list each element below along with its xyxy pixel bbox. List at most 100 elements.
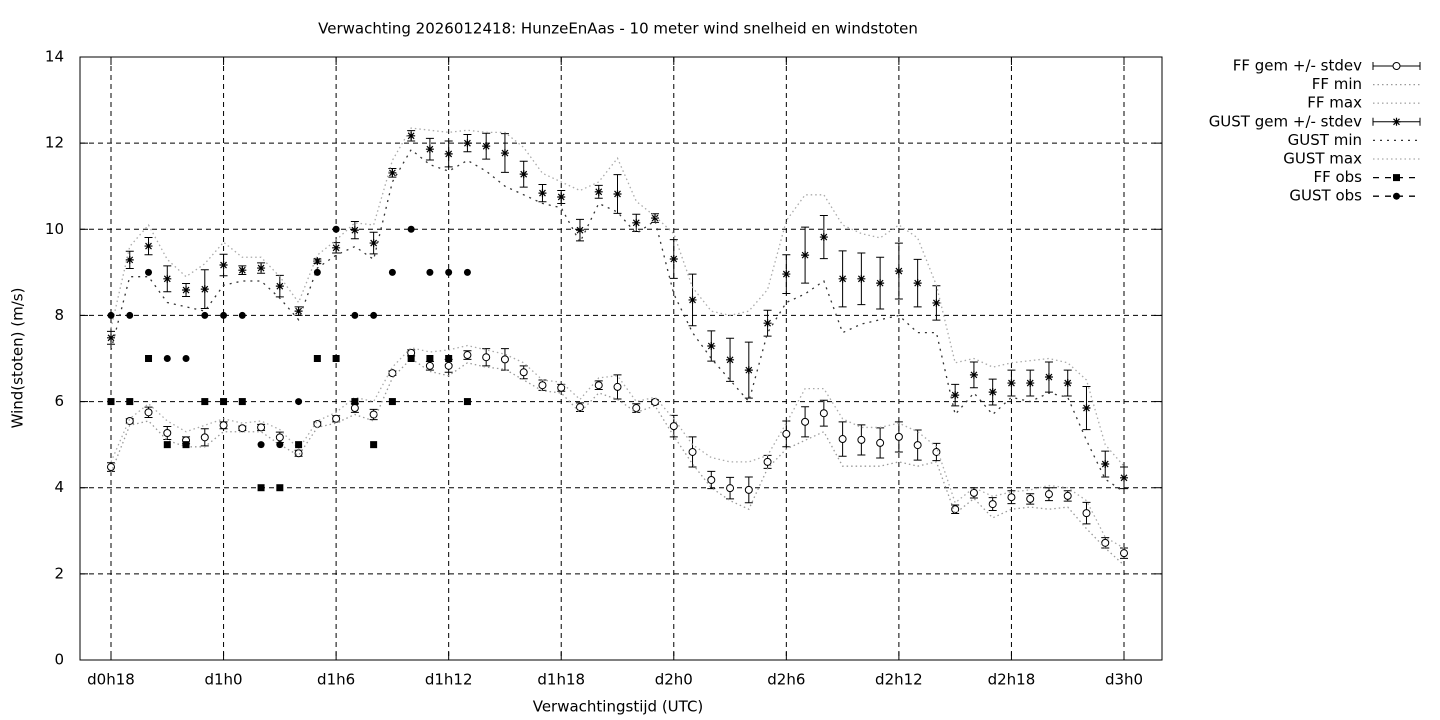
marker xyxy=(932,298,941,307)
legend-label: FF max xyxy=(1307,94,1362,112)
marker xyxy=(276,441,284,449)
marker xyxy=(332,225,340,233)
marker xyxy=(1026,494,1035,503)
marker xyxy=(351,311,359,319)
marker xyxy=(107,463,115,472)
marker xyxy=(125,416,134,425)
marker xyxy=(313,355,321,362)
marker xyxy=(669,255,678,264)
x-axis-label: Verwachtingstijd (UTC) xyxy=(533,698,704,716)
marker xyxy=(763,457,772,466)
marker xyxy=(894,432,903,441)
marker xyxy=(575,403,584,412)
y-axis-label: Wind(stoten) (m/s) xyxy=(9,288,27,429)
marker xyxy=(388,369,397,378)
marker xyxy=(1044,373,1053,382)
marker xyxy=(838,274,847,283)
marker xyxy=(445,268,453,276)
marker xyxy=(426,268,434,276)
y-tick-label: 6 xyxy=(54,392,64,410)
marker xyxy=(857,274,866,283)
marker xyxy=(669,422,678,431)
chart-title: Verwachting 2026012418: HunzeEnAas - 10 … xyxy=(318,20,918,38)
marker xyxy=(969,488,978,497)
marker xyxy=(463,351,472,360)
marker xyxy=(107,333,115,342)
x-tick-label: d1h12 xyxy=(425,671,473,689)
marker xyxy=(913,441,922,450)
series-line xyxy=(110,344,1125,549)
marker xyxy=(257,423,266,432)
y-tick-label: 4 xyxy=(54,478,64,496)
marker xyxy=(295,441,303,449)
marker xyxy=(913,279,922,288)
marker xyxy=(219,261,228,270)
marker xyxy=(407,131,416,140)
legend-label: GUST max xyxy=(1283,150,1362,168)
marker xyxy=(200,285,209,294)
y-tick-label: 0 xyxy=(54,651,64,669)
marker xyxy=(726,484,735,493)
marker xyxy=(388,268,396,276)
marker xyxy=(182,441,190,449)
marker xyxy=(163,355,171,362)
marker xyxy=(1063,491,1072,500)
marker xyxy=(557,192,566,201)
marker xyxy=(163,441,171,449)
marker xyxy=(463,139,472,148)
marker xyxy=(951,391,960,400)
marker xyxy=(500,355,509,364)
marker xyxy=(332,355,340,362)
x-tick-label: d1h18 xyxy=(537,671,585,689)
marker xyxy=(145,355,153,362)
marker xyxy=(707,342,716,351)
x-tick-label: d0h18 xyxy=(87,671,135,689)
legend-label: GUST min xyxy=(1288,131,1362,149)
marker xyxy=(1063,379,1072,388)
marker xyxy=(163,429,172,438)
marker xyxy=(276,484,284,492)
marker xyxy=(257,441,265,449)
marker xyxy=(782,429,791,438)
marker xyxy=(801,251,810,260)
marker xyxy=(744,366,753,375)
marker xyxy=(557,383,566,392)
marker xyxy=(200,433,209,442)
marker xyxy=(295,398,303,406)
marker xyxy=(125,255,134,264)
marker xyxy=(201,398,209,406)
series-line xyxy=(110,148,1125,493)
marker xyxy=(1082,509,1091,518)
marker xyxy=(1101,460,1110,469)
marker xyxy=(819,233,828,242)
marker xyxy=(238,424,247,433)
legend-label: FF obs xyxy=(1313,168,1362,186)
marker xyxy=(538,189,547,198)
marker xyxy=(538,381,547,390)
marker xyxy=(838,435,847,444)
marker xyxy=(1393,192,1400,200)
marker xyxy=(407,355,415,362)
marker xyxy=(1026,379,1035,388)
marker xyxy=(1393,174,1400,182)
marker xyxy=(819,409,828,418)
marker xyxy=(144,408,153,417)
marker xyxy=(126,398,134,406)
marker xyxy=(313,419,322,428)
marker xyxy=(425,361,434,370)
marker xyxy=(782,270,791,279)
marker xyxy=(257,264,266,273)
marker xyxy=(726,355,735,364)
marker xyxy=(275,433,284,442)
y-tick-label: 2 xyxy=(54,564,64,582)
marker xyxy=(688,295,697,304)
marker xyxy=(126,311,134,319)
marker xyxy=(1082,404,1091,413)
x-tick-label: d1h0 xyxy=(204,671,242,689)
marker xyxy=(613,189,622,198)
marker xyxy=(332,243,341,252)
legend-label: GUST gem +/- stdev xyxy=(1209,112,1362,130)
marker xyxy=(1120,549,1128,558)
